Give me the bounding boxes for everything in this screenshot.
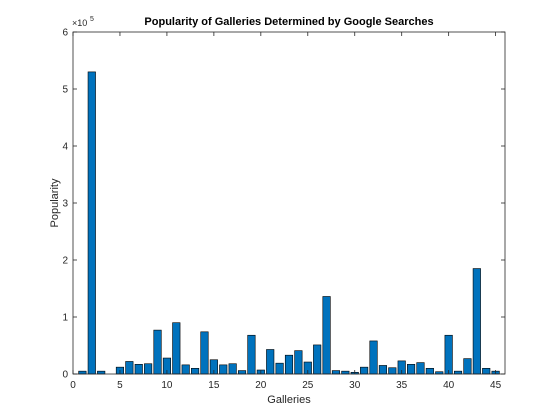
bar [247,334,256,375]
x-tick-label: 30 [349,380,361,391]
bar [191,367,200,375]
y-tick-label: 3 [62,199,68,210]
bars-group [78,71,500,375]
x-tick-label: 20 [255,380,267,391]
y-tick-label: 1 [62,313,68,324]
bar [144,363,153,375]
x-tick-label: 25 [302,380,314,391]
y-tick-label: 2 [62,256,68,267]
chart-title: Popularity of Galleries Determined by Go… [144,16,433,28]
bar [369,340,378,375]
x-axis-ticks: 0 5 10 15 20 25 30 35 40 45 [70,32,502,391]
y-axis-label: Popularity [49,178,61,227]
bar [444,334,453,375]
x-tick-label: 15 [208,380,220,391]
bar [453,370,463,375]
x-tick-label: 35 [396,380,408,391]
x-axis-label: Galleries [267,394,311,406]
bar [360,366,369,375]
bar [275,362,284,375]
y-tick-label: 4 [62,142,68,153]
y-axis-ticks: 0 1 2 3 4 5 6 [62,28,505,381]
x-tick-label: 0 [70,380,76,391]
bar [407,364,416,375]
bar [322,296,331,375]
bar [134,364,143,375]
y-tick-label: 5 [62,85,68,96]
bar [172,322,181,375]
bar [181,364,190,375]
bar [87,71,96,375]
y-exponent: ×10 5 [72,16,94,28]
bar [284,354,294,375]
bar [341,370,350,375]
bar [482,367,491,375]
bar [78,370,87,375]
x-tick-label: 45 [490,380,502,391]
y-tick-label: 6 [62,28,68,39]
y-exponent-power: 5 [90,16,94,23]
bar [153,329,162,375]
x-tick-label: 5 [117,380,123,391]
bar [266,349,275,375]
bar [472,268,481,375]
bar [294,350,303,375]
bar [313,344,322,375]
bar [388,367,397,375]
bar [200,331,209,375]
bar [125,361,134,375]
bar [237,370,247,375]
plot-box [72,31,506,375]
bar [416,362,425,375]
x-tick-label: 10 [161,380,173,391]
x-tick-label: 40 [443,380,455,391]
bar [219,364,228,375]
y-exponent-base: ×10 [72,18,87,28]
bar [331,370,341,375]
bar [97,370,106,375]
y-tick-label: 0 [62,370,68,381]
bar [463,358,472,375]
bar [425,367,434,375]
bar [228,363,237,375]
bar [378,365,387,375]
